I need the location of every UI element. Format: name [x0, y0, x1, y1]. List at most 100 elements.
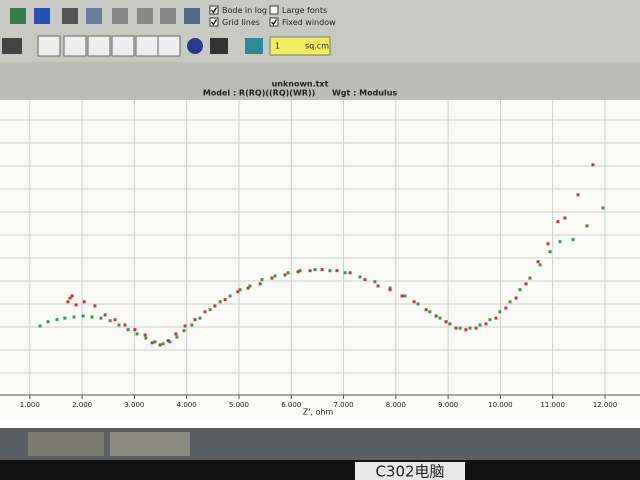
data-point — [223, 298, 227, 302]
icon[interactable] — [2, 38, 22, 54]
icon[interactable] — [111, 35, 135, 57]
data-point — [286, 271, 290, 275]
checkbox[interactable] — [209, 17, 219, 27]
x-tick-label: 10.000 — [488, 401, 513, 409]
data-point — [373, 280, 377, 284]
data-point — [536, 260, 540, 264]
taskbar-item[interactable] — [28, 432, 104, 456]
data-point — [546, 242, 550, 246]
data-point — [514, 296, 518, 300]
x-tick-label: 5.000 — [229, 401, 249, 409]
icon[interactable] — [87, 35, 111, 57]
icon[interactable] — [187, 38, 203, 54]
x-tick-label: 1.000 — [20, 401, 40, 409]
icon[interactable] — [112, 8, 128, 24]
data-point — [166, 339, 170, 343]
taskbar-item[interactable] — [110, 432, 190, 456]
data-point — [213, 304, 217, 308]
data-point — [320, 268, 324, 272]
data-point — [248, 284, 252, 288]
checkbox[interactable] — [269, 17, 279, 27]
data-point — [403, 294, 407, 298]
data-point — [424, 308, 428, 312]
icon[interactable] — [34, 8, 50, 24]
data-point — [448, 322, 452, 326]
data-point — [400, 294, 404, 298]
x-tick-label: 11.000 — [540, 401, 565, 409]
data-point — [183, 324, 187, 328]
data-point — [308, 269, 312, 273]
icon[interactable] — [210, 38, 228, 54]
data-point — [99, 316, 103, 320]
chart-title: unknown.txt — [272, 80, 329, 89]
check-mark — [270, 19, 278, 26]
checkbox-label: Bode in log — [222, 6, 267, 15]
data-point — [273, 274, 277, 278]
icon[interactable] — [137, 8, 153, 24]
icon[interactable] — [160, 8, 176, 24]
x-tick-label: 3.000 — [124, 401, 144, 409]
data-point — [494, 316, 498, 320]
data-point — [218, 300, 222, 304]
icon[interactable] — [37, 35, 61, 57]
data-point — [174, 332, 178, 336]
chart-subtitle: Model : R(RQ)((RQ)(WR)) Wgt : Modulus — [203, 89, 398, 98]
bezel-sticker — [355, 462, 465, 480]
text-input[interactable] — [269, 36, 331, 56]
icon[interactable] — [62, 8, 78, 24]
data-point — [175, 335, 179, 339]
x-axis-label: Z', ohm — [303, 408, 334, 417]
data-point — [258, 282, 262, 286]
icon[interactable] — [184, 8, 200, 24]
data-point — [528, 276, 532, 280]
data-point — [591, 163, 595, 167]
data-point — [260, 278, 264, 282]
checkbox-label: Grid lines — [222, 18, 260, 27]
icon[interactable] — [63, 35, 87, 57]
icon[interactable] — [10, 8, 26, 24]
chart-header — [0, 62, 640, 100]
data-point — [464, 328, 468, 332]
data-point — [193, 318, 197, 322]
icon[interactable] — [245, 38, 263, 54]
data-point — [82, 300, 86, 304]
icon[interactable] — [135, 35, 159, 57]
data-point — [538, 263, 542, 267]
plot-area — [0, 100, 640, 420]
data-point — [81, 314, 85, 318]
data-point — [93, 304, 97, 308]
data-point — [548, 250, 552, 254]
x-tick-label: 7.000 — [334, 401, 354, 409]
data-point — [90, 315, 94, 319]
data-point — [478, 323, 482, 327]
data-point — [228, 294, 232, 298]
checkbox[interactable] — [269, 5, 279, 15]
checkbox[interactable] — [209, 5, 219, 15]
data-point — [133, 328, 137, 332]
data-point — [153, 340, 157, 344]
data-point — [468, 326, 472, 330]
data-point — [126, 328, 130, 332]
data-point — [335, 269, 339, 273]
icon[interactable] — [86, 8, 102, 24]
horizontal-grid — [0, 119, 640, 374]
x-tick-label: 6.000 — [281, 401, 301, 409]
data-point — [343, 271, 347, 275]
unit-label: sq.cm — [305, 42, 329, 51]
x-tick-label: 2.000 — [72, 401, 92, 409]
data-point — [601, 206, 605, 210]
data-point — [363, 278, 367, 282]
icon[interactable] — [157, 35, 181, 57]
data-point — [203, 310, 207, 314]
taskbar — [0, 428, 640, 460]
data-point — [518, 288, 522, 292]
data-point — [416, 302, 420, 306]
data-point — [358, 275, 362, 279]
data-point — [74, 303, 78, 307]
data-point — [144, 336, 148, 340]
checkbox-label: Fixed window — [282, 18, 336, 27]
data-point — [388, 288, 392, 292]
check-mark — [210, 7, 218, 14]
data-point — [556, 220, 560, 224]
monitor-bezel — [0, 460, 640, 480]
